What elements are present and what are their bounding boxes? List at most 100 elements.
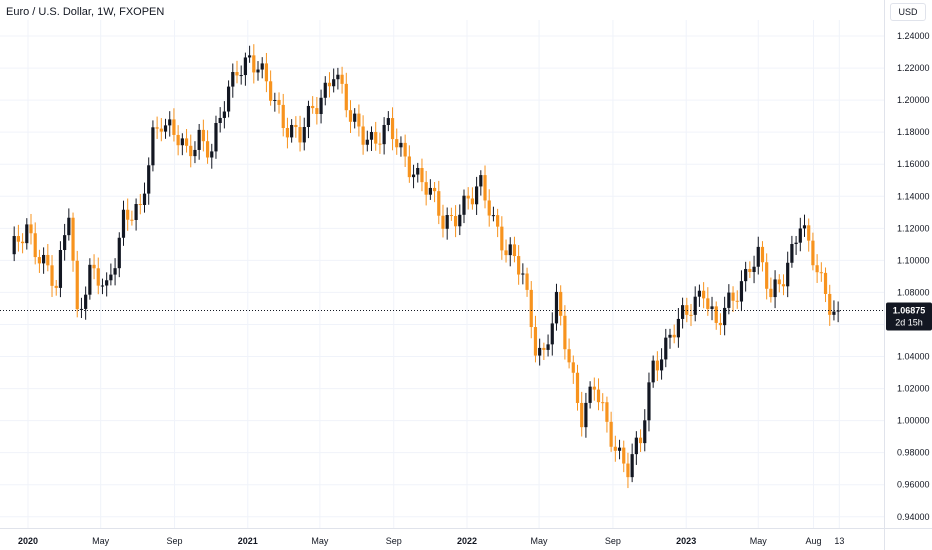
candle-body [575, 372, 580, 403]
candle-body [689, 314, 693, 316]
candle-body [46, 254, 50, 266]
candle-body [453, 216, 458, 227]
candle-body [353, 113, 357, 122]
candle-body [407, 156, 411, 178]
candle-body [332, 79, 336, 87]
candle-body [306, 105, 311, 128]
candle-body [193, 149, 197, 157]
candle-body [693, 296, 697, 315]
x-tick-label: 2023 [676, 536, 696, 546]
candle-body [260, 63, 264, 70]
candle-body [155, 127, 159, 129]
candle-body [218, 117, 222, 123]
candle-body [777, 279, 781, 285]
candle-body [79, 308, 84, 310]
candle-body [466, 195, 470, 199]
candle-body [819, 272, 823, 274]
candle-body [567, 349, 571, 363]
x-tick-label: May [750, 536, 768, 546]
y-tick-label: 1.10000 [897, 255, 930, 265]
candle-body [100, 285, 105, 287]
candle-body [790, 244, 794, 263]
candle-body [210, 151, 214, 158]
candle-body [395, 139, 399, 148]
candle-body [252, 55, 256, 73]
candle-body [538, 347, 542, 356]
candle-body [559, 291, 563, 316]
candle-body [20, 241, 25, 244]
candle-body [470, 198, 475, 205]
candle-body [264, 63, 269, 82]
candle-body [643, 420, 647, 444]
y-tick-label: 1.04000 [897, 352, 930, 362]
x-tick-label: 2020 [18, 536, 38, 546]
candle-body [319, 97, 323, 115]
y-tick-label: 1.22000 [897, 63, 930, 73]
candle-body [668, 334, 672, 338]
candle-body [239, 75, 243, 77]
candle-body [462, 195, 466, 215]
candle-body [67, 217, 71, 236]
candle-body [512, 244, 517, 257]
x-tick-label: Aug [806, 536, 822, 546]
candle-body [214, 122, 218, 152]
x-tick-label: May [92, 536, 110, 546]
candle-body [336, 74, 340, 80]
candle-body [697, 290, 702, 297]
candle-body [571, 362, 575, 373]
candle-body [828, 293, 832, 315]
candle-body [16, 236, 20, 242]
currency-button[interactable]: USD [890, 3, 926, 21]
candle-body [731, 292, 735, 301]
candle-body [327, 82, 332, 87]
candle-body [823, 272, 828, 294]
candle-body [54, 285, 58, 288]
candle-body [647, 382, 651, 421]
candle-body [807, 225, 811, 241]
candle-body [126, 209, 130, 220]
candle-body [226, 86, 231, 112]
candle-body [765, 262, 769, 289]
candle-body [630, 454, 634, 478]
candle-body [222, 111, 226, 118]
candle-body [836, 310, 840, 312]
candle-body [622, 447, 626, 464]
candle-body [550, 323, 554, 345]
y-tick-label: 1.18000 [897, 127, 930, 137]
x-tick-label: May [311, 536, 329, 546]
candle-body [12, 236, 16, 255]
candle-body [42, 254, 46, 264]
candle-body [781, 284, 786, 287]
price-tag-value: 1.06875 [893, 305, 926, 315]
candle-body [702, 290, 706, 299]
candle-body [680, 305, 685, 319]
candle-body [75, 260, 79, 310]
candle-body [445, 215, 449, 229]
candle-body [378, 143, 382, 145]
candle-body [718, 322, 723, 326]
candle-body [760, 246, 765, 263]
candle-body [601, 402, 605, 404]
candle-body [323, 82, 327, 98]
candle-body [441, 215, 445, 229]
candle-body [617, 447, 622, 451]
x-tick-label: Sep [605, 536, 621, 546]
y-tick-label: 1.16000 [897, 159, 930, 169]
chart-title: Euro / U.S. Dollar, 1W, FXOPEN [6, 6, 165, 18]
candle-body [592, 386, 596, 390]
candle-body [458, 214, 462, 227]
candle-body [664, 337, 668, 360]
y-tick-label: 1.24000 [897, 31, 930, 41]
y-tick-label: 0.94000 [897, 512, 930, 522]
y-tick-label: 1.02000 [897, 384, 930, 394]
candle-body [147, 165, 151, 194]
candle-body [508, 244, 512, 256]
candle-body [634, 437, 638, 455]
y-tick-label: 0.96000 [897, 480, 930, 490]
candle-body [71, 217, 75, 261]
candle-body [390, 118, 395, 140]
candle-body [37, 257, 42, 264]
candle-body [382, 124, 386, 145]
